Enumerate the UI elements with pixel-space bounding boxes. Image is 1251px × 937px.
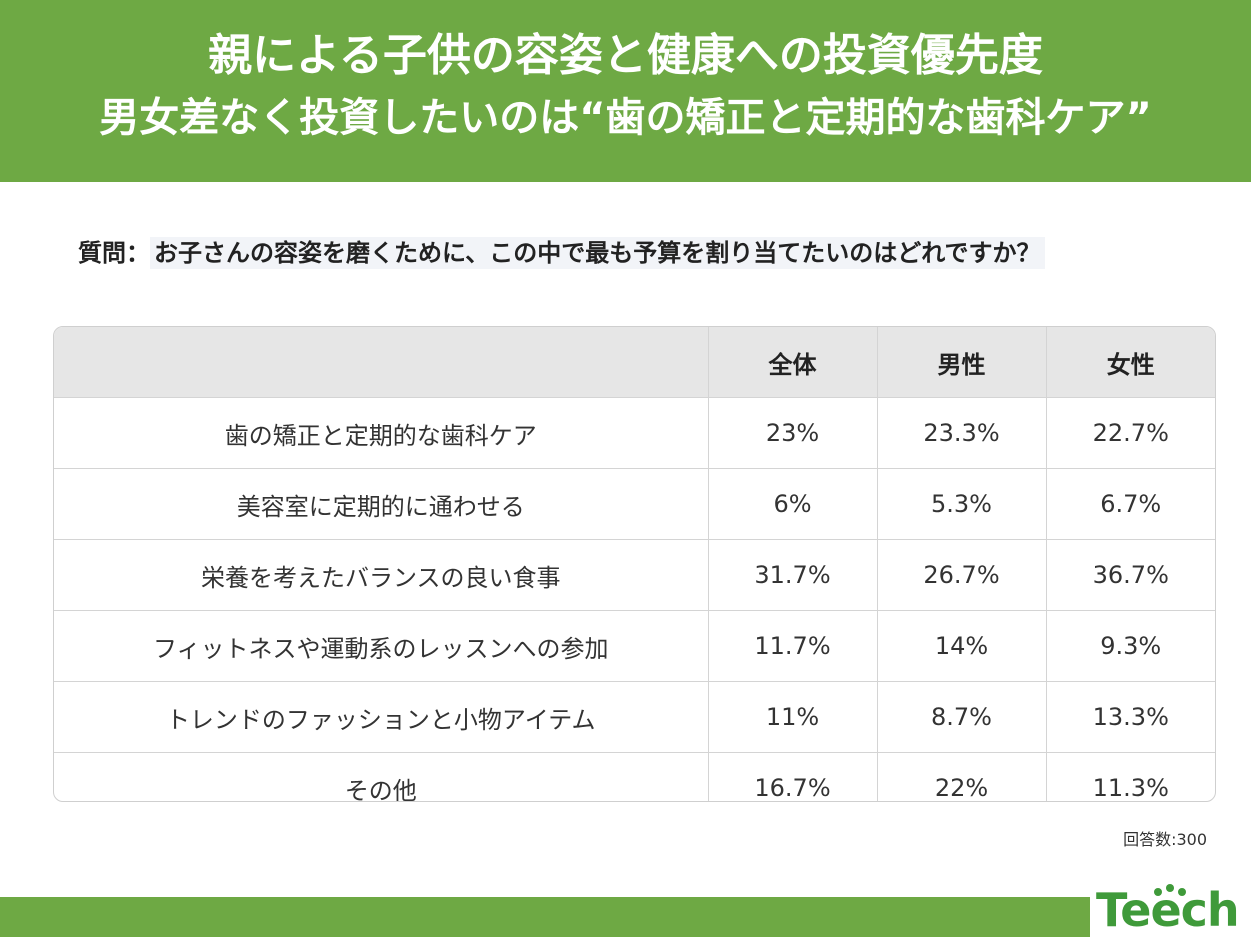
- row-label: その他: [54, 752, 709, 801]
- logo-mark-icon: [1154, 884, 1186, 896]
- row-label: 歯の矯正と定期的な歯科ケア: [54, 397, 709, 469]
- cell-all: 6%: [707, 468, 878, 540]
- cell-male: 14%: [876, 610, 1047, 682]
- header-cell-female: 女性: [1045, 327, 1215, 398]
- question-label: 質問：: [78, 239, 150, 267]
- page-subtitle: 男女差なく投資したいのは“歯の矯正と定期的な歯科ケア”: [99, 95, 1152, 141]
- row-label: 栄養を考えたバランスの良い食事: [54, 539, 709, 611]
- response-count: 回答数:300: [1123, 830, 1207, 849]
- cell-female: 11.3%: [1045, 752, 1215, 801]
- cell-male: 23.3%: [876, 397, 1047, 469]
- cell-all: 16.7%: [707, 752, 878, 801]
- row-label: トレンドのファッションと小物アイテム: [54, 681, 709, 753]
- cell-male: 22%: [876, 752, 1047, 801]
- cell-female: 22.7%: [1045, 397, 1215, 469]
- header-cell-label: [54, 327, 709, 398]
- logo-text: Teech: [1096, 883, 1240, 937]
- header-banner: 親による子供の容姿と健康への投資優先度 男女差なく投資したいのは“歯の矯正と定期…: [0, 0, 1251, 182]
- table-header-row: 全体 男性 女性: [54, 327, 1215, 398]
- question-text: お子さんの容姿を磨くために、この中で最も予算を割り当てたいのはどれですか？: [150, 237, 1045, 269]
- header-cell-male: 男性: [876, 327, 1047, 398]
- cell-male: 26.7%: [876, 539, 1047, 611]
- cell-male: 5.3%: [876, 468, 1047, 540]
- results-table: 全体 男性 女性 歯の矯正と定期的な歯科ケア 23% 23.3% 22.7% 美容室に定…: [53, 326, 1216, 802]
- table-body: 歯の矯正と定期的な歯科ケア 23% 23.3% 22.7% 美容室に定期的に通わせる 6%…: [54, 397, 1215, 801]
- table-row: 美容室に定期的に通わせる 6% 5.3% 6.7%: [54, 468, 1215, 540]
- cell-all: 23%: [707, 397, 878, 469]
- table-row: 歯の矯正と定期的な歯科ケア 23% 23.3% 22.7%: [54, 397, 1215, 469]
- cell-female: 36.7%: [1045, 539, 1215, 611]
- teech-logo: Teech: [1090, 880, 1251, 937]
- table-row: その他 16.7% 22% 11.3%: [54, 752, 1215, 801]
- cell-all: 11%: [707, 681, 878, 753]
- row-label: フィットネスや運動系のレッスンへの参加: [54, 610, 709, 682]
- cell-female: 6.7%: [1045, 468, 1215, 540]
- cell-all: 31.7%: [707, 539, 878, 611]
- cell-all: 11.7%: [707, 610, 878, 682]
- row-label: 美容室に定期的に通わせる: [54, 468, 709, 540]
- cell-male: 8.7%: [876, 681, 1047, 753]
- table-row: フィットネスや運動系のレッスンへの参加 11.7% 14% 9.3%: [54, 610, 1215, 682]
- cell-female: 9.3%: [1045, 610, 1215, 682]
- table-row: 栄養を考えたバランスの良い食事 31.7% 26.7% 36.7%: [54, 539, 1215, 611]
- cell-female: 13.3%: [1045, 681, 1215, 753]
- survey-question: 質問： お子さんの容姿を磨くために、この中で最も予算を割り当てたいのはどれですか？: [78, 233, 1045, 273]
- page-title: 親による子供の容姿と健康への投資優先度: [208, 30, 1043, 81]
- table-row: トレンドのファッションと小物アイテム 11% 8.7% 13.3%: [54, 681, 1215, 753]
- header-cell-all: 全体: [707, 327, 878, 398]
- footer-bar: [0, 897, 1251, 937]
